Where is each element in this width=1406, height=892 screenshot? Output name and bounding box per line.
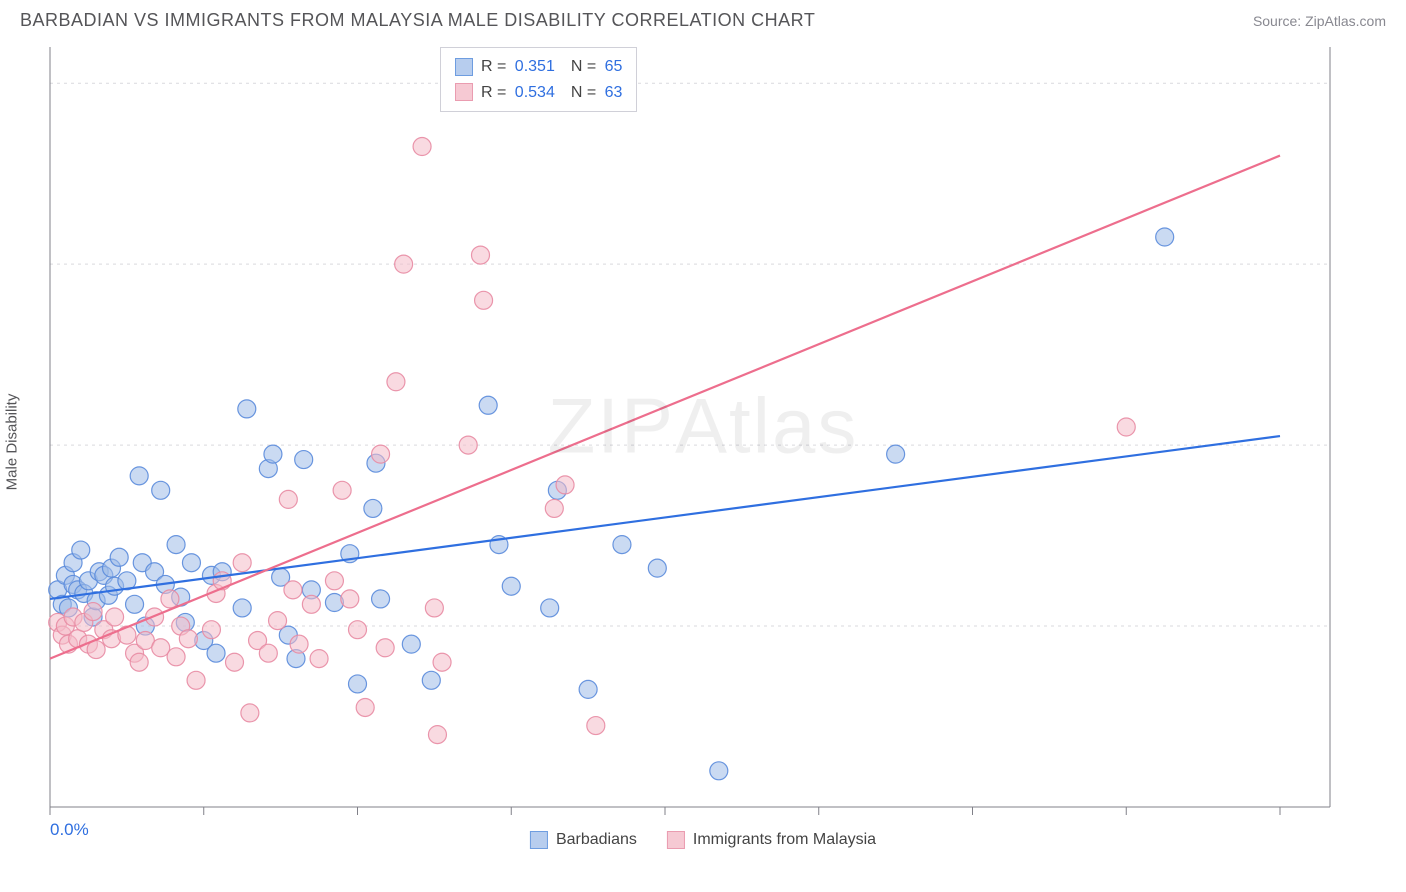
bottom-legend: Barbadians Immigrants from Malaysia — [520, 831, 886, 849]
legend-swatch — [667, 831, 685, 849]
scatter-point — [295, 451, 313, 469]
stats-row: R = 0.534N = 63 — [455, 80, 622, 106]
scatter-point — [479, 396, 497, 414]
scatter-point — [106, 608, 124, 626]
scatter-point — [472, 246, 490, 264]
scatter-point — [126, 595, 144, 613]
scatter-point — [279, 490, 297, 508]
scatter-point — [556, 476, 574, 494]
scatter-point — [161, 590, 179, 608]
scatter-point — [376, 639, 394, 657]
legend-label: Barbadians — [556, 831, 637, 849]
scatter-point — [110, 548, 128, 566]
scatter-point — [325, 572, 343, 590]
scatter-point — [395, 255, 413, 273]
scatter-point — [84, 603, 102, 621]
scatter-point — [587, 717, 605, 735]
scatter-point — [226, 653, 244, 671]
scatter-point — [372, 590, 390, 608]
scatter-point — [290, 635, 308, 653]
scatter-point — [356, 698, 374, 716]
scatter-point — [72, 541, 90, 559]
chart-source: Source: ZipAtlas.com — [1253, 13, 1386, 29]
legend-item: Barbadians — [530, 831, 637, 849]
trend-line — [50, 436, 1280, 599]
scatter-point — [284, 581, 302, 599]
scatter-point — [1156, 228, 1174, 246]
scatter-point — [207, 644, 225, 662]
y-axis-label: Male Disability — [4, 394, 21, 491]
scatter-point — [402, 635, 420, 653]
stats-row: R = 0.351N = 65 — [455, 54, 622, 80]
scatter-point — [182, 554, 200, 572]
scatter-point — [1117, 418, 1135, 436]
scatter-point — [648, 559, 666, 577]
scatter-point — [475, 291, 493, 309]
scatter-point — [541, 599, 559, 617]
scatter-point — [433, 653, 451, 671]
scatter-point — [341, 590, 359, 608]
scatter-point — [259, 644, 277, 662]
legend-swatch — [455, 83, 473, 101]
scatter-point — [349, 621, 367, 639]
scatter-point — [310, 650, 328, 668]
scatter-point — [710, 762, 728, 780]
scatter-point — [349, 675, 367, 693]
legend-swatch — [530, 831, 548, 849]
scatter-point — [545, 499, 563, 517]
scatter-chart: 10.0%20.0%30.0%40.0%0.0%8.0% — [20, 37, 1340, 847]
scatter-point — [167, 648, 185, 666]
legend-label: Immigrants from Malaysia — [693, 831, 876, 849]
scatter-point — [152, 481, 170, 499]
scatter-point — [187, 671, 205, 689]
chart-header: BARBADIAN VS IMMIGRANTS FROM MALAYSIA MA… — [0, 0, 1406, 37]
scatter-point — [302, 595, 320, 613]
x-tick-label: 0.0% — [50, 820, 89, 839]
trend-line — [50, 156, 1280, 659]
scatter-point — [238, 400, 256, 418]
scatter-point — [241, 704, 259, 722]
scatter-point — [413, 138, 431, 156]
scatter-point — [372, 445, 390, 463]
legend-item: Immigrants from Malaysia — [667, 831, 876, 849]
scatter-point — [264, 445, 282, 463]
scatter-point — [422, 671, 440, 689]
scatter-point — [428, 726, 446, 744]
stats-legend-box: R = 0.351N = 65R = 0.534N = 63 — [440, 47, 637, 112]
scatter-point — [459, 436, 477, 454]
scatter-point — [233, 599, 251, 617]
scatter-point — [887, 445, 905, 463]
scatter-point — [167, 536, 185, 554]
chart-container: Male Disability ZIPAtlas 10.0%20.0%30.0%… — [20, 37, 1386, 847]
scatter-point — [333, 481, 351, 499]
scatter-point — [130, 653, 148, 671]
scatter-point — [387, 373, 405, 391]
scatter-point — [502, 577, 520, 595]
chart-title: BARBADIAN VS IMMIGRANTS FROM MALAYSIA MA… — [20, 10, 815, 31]
scatter-point — [613, 536, 631, 554]
scatter-point — [425, 599, 443, 617]
scatter-point — [364, 499, 382, 517]
scatter-point — [233, 554, 251, 572]
scatter-point — [269, 612, 287, 630]
scatter-point — [202, 621, 220, 639]
legend-swatch — [455, 58, 473, 76]
scatter-point — [179, 630, 197, 648]
scatter-point — [130, 467, 148, 485]
scatter-point — [579, 680, 597, 698]
